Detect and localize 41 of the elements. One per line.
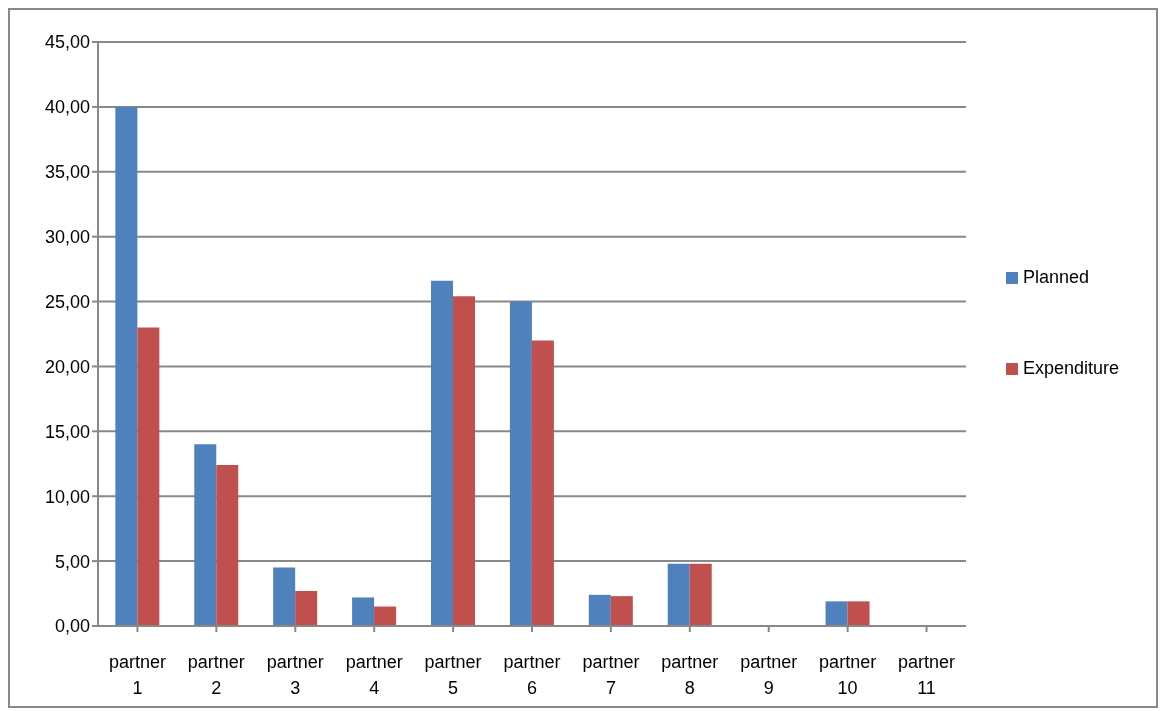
x-tick-label: partner 3 bbox=[266, 652, 324, 698]
y-tick-label: 5,00 bbox=[54, 551, 90, 572]
bar bbox=[352, 597, 375, 626]
bar bbox=[273, 567, 296, 626]
x-tick-label: partner 5 bbox=[424, 652, 482, 698]
bar bbox=[295, 590, 318, 626]
y-tick-label: 30,00 bbox=[44, 227, 90, 248]
x-tick-label: partner 7 bbox=[582, 652, 640, 698]
bar bbox=[453, 296, 475, 626]
bar bbox=[194, 444, 217, 626]
y-tick-label: 35,00 bbox=[44, 162, 90, 183]
bar bbox=[689, 563, 712, 626]
bar bbox=[115, 106, 138, 626]
bar bbox=[216, 465, 239, 626]
legend-label: Planned bbox=[1023, 267, 1090, 288]
y-tick-label: 0,00 bbox=[54, 616, 90, 637]
bar bbox=[610, 596, 633, 626]
x-tick-label: partner 1 bbox=[108, 652, 166, 698]
x-tick-label: partner 2 bbox=[187, 652, 245, 698]
x-tick-label: partner 4 bbox=[345, 652, 403, 698]
bar bbox=[431, 280, 453, 626]
bar bbox=[509, 301, 532, 626]
x-tick-label: partner 8 bbox=[661, 652, 719, 698]
bar bbox=[137, 327, 160, 626]
x-tick-label: partner 10 bbox=[819, 652, 877, 698]
y-tick-label: 15,00 bbox=[44, 421, 90, 442]
bar bbox=[588, 594, 611, 626]
y-tick-label: 45,00 bbox=[44, 32, 90, 53]
bar bbox=[825, 601, 848, 626]
y-tick-label: 10,00 bbox=[44, 486, 90, 507]
bar bbox=[374, 606, 397, 626]
legend-label: Expenditure bbox=[1023, 358, 1120, 379]
x-tick-label: partner 9 bbox=[740, 652, 798, 698]
x-tick-label: partner 6 bbox=[503, 652, 561, 698]
x-tick-label: partner 11 bbox=[898, 652, 956, 698]
y-tick-label: 20,00 bbox=[44, 356, 90, 377]
bar bbox=[531, 340, 554, 626]
y-tick-label: 40,00 bbox=[44, 97, 90, 118]
bar bbox=[667, 563, 690, 626]
bar bbox=[847, 601, 870, 626]
y-tick-label: 25,00 bbox=[44, 291, 90, 312]
